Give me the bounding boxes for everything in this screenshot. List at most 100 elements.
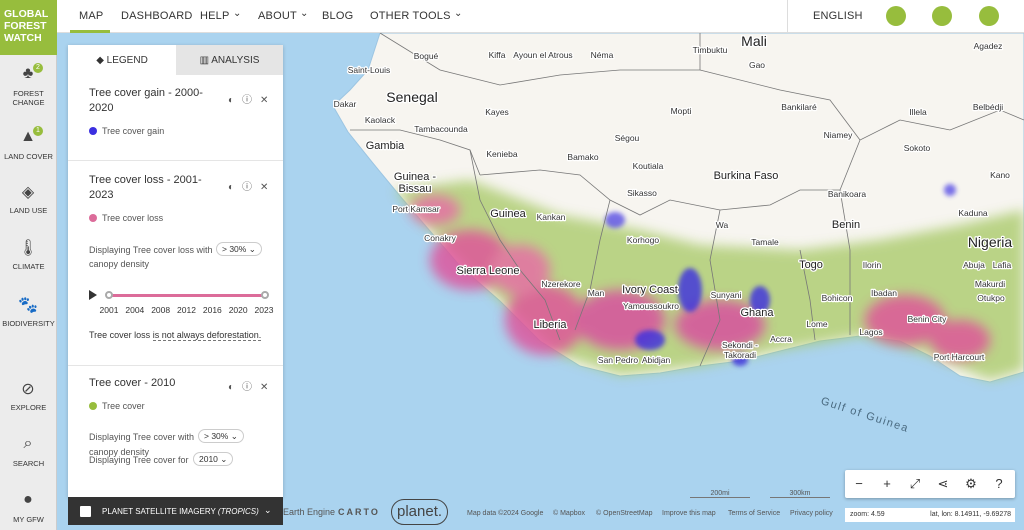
place-label: Ibadan bbox=[871, 288, 897, 298]
density-select[interactable]: > 30% ⌄ bbox=[198, 429, 244, 443]
analysis-tab[interactable]: ▥ ANALYSIS bbox=[176, 45, 283, 75]
sidebar-label[interactable]: FOREST CHANGE bbox=[12, 89, 45, 107]
expand[interactable]: ⌄ bbox=[264, 505, 272, 515]
planet-bar[interactable]: PLANET SATELLITE IMAGERY (TROPICS) ⌄ bbox=[68, 497, 283, 525]
legend-dot bbox=[89, 127, 97, 135]
logo-line: GLOBAL bbox=[4, 8, 49, 20]
divider bbox=[68, 365, 283, 366]
note-link[interactable]: is not always deforestation. bbox=[152, 330, 262, 341]
place-label: Accra bbox=[770, 334, 792, 344]
sidebar-icon[interactable]: ⊘ bbox=[21, 381, 35, 398]
sidebar-label[interactable]: LAND COVER bbox=[4, 152, 53, 161]
attribution[interactable]: Terms of Service bbox=[728, 510, 781, 517]
timeline-handle[interactable] bbox=[261, 291, 269, 299]
place-label: Kiffa bbox=[489, 50, 506, 60]
logo-earth-engine: Earth Engine bbox=[283, 507, 336, 517]
place-label: Bissau bbox=[398, 183, 431, 195]
place-label: Ghana bbox=[740, 307, 774, 319]
place-label: Korhogo bbox=[627, 235, 659, 245]
sidebar-icon[interactable]: ● bbox=[23, 491, 33, 508]
sidebar-icon[interactable]: ▲ bbox=[20, 128, 36, 145]
density-text: Displaying Tree cover with bbox=[89, 432, 195, 442]
place-label: Makurdi bbox=[975, 279, 1005, 289]
place-label: Niamey bbox=[824, 130, 854, 140]
attribution[interactable]: Privacy policy bbox=[790, 510, 833, 517]
layer-title: Tree cover - 2010 bbox=[89, 377, 176, 389]
sidebar-icon[interactable]: ◈ bbox=[21, 184, 35, 201]
sidebar-label[interactable]: SEARCH bbox=[12, 459, 45, 468]
layer-tools[interactable]: ◐ⓘ✕ bbox=[228, 182, 277, 193]
place-label: Banikoara bbox=[828, 189, 867, 199]
notifications[interactable] bbox=[932, 6, 952, 26]
timeline-year: 2004 bbox=[125, 305, 145, 315]
timeline-handle[interactable] bbox=[105, 291, 113, 299]
place-label: Yamoussoukro bbox=[623, 301, 679, 311]
place-label: Gambia bbox=[366, 140, 405, 152]
sidebar-icon[interactable]: 🌡 bbox=[18, 240, 39, 257]
account[interactable] bbox=[979, 6, 999, 26]
attribution: © Mapbox bbox=[553, 510, 586, 517]
sidebar-icon[interactable]: 🐾 bbox=[18, 297, 38, 314]
sidebar-icon[interactable]: ⌕ bbox=[23, 435, 33, 452]
legend-item: Tree cover loss bbox=[102, 213, 164, 223]
place-label: Kankan bbox=[537, 212, 566, 222]
map[interactable]: Mali Bogué Kiffa Ayoun el Atrous Néma Timbukt… bbox=[57, 33, 1024, 530]
place-label: Abidjan bbox=[642, 355, 671, 365]
layer-tools[interactable]: ◐ⓘ✕ bbox=[228, 95, 277, 106]
note-text: Tree cover loss bbox=[89, 330, 151, 340]
settings[interactable]: ⚙ bbox=[965, 476, 977, 491]
place-label: Illela bbox=[909, 107, 927, 117]
coords: lat, lon: 8.14911, -9.69278 bbox=[930, 511, 1011, 518]
legend-tab[interactable]: ◆ LEGEND bbox=[68, 45, 176, 75]
density-select[interactable]: > 30% ⌄ bbox=[216, 242, 262, 256]
place-label: Takoradi bbox=[724, 350, 756, 360]
legend-item: Tree cover gain bbox=[102, 126, 165, 136]
place-label: Timbuktu bbox=[693, 45, 728, 55]
place-label: Ivory Coast bbox=[622, 284, 678, 296]
fullscreen[interactable]: ⤢ bbox=[909, 476, 921, 491]
zoom-in[interactable]: + bbox=[883, 476, 891, 491]
place-label: Belbédji bbox=[973, 102, 1003, 112]
sidebar-label[interactable]: EXPLORE bbox=[10, 403, 47, 412]
nav-item[interactable]: BLOG bbox=[322, 10, 354, 22]
search-button[interactable] bbox=[886, 6, 906, 26]
borders bbox=[350, 33, 1024, 367]
place-label: Burkina Faso bbox=[714, 170, 779, 182]
place-label: Koutiala bbox=[633, 161, 664, 171]
nav-item[interactable]: DASHBOARD bbox=[121, 10, 193, 22]
language[interactable]: ENGLISH bbox=[813, 10, 863, 22]
zoom-out[interactable]: − bbox=[855, 476, 863, 491]
place-label: Sierra Leone bbox=[457, 265, 520, 277]
nav-item[interactable]: OTHER TOOLS bbox=[370, 10, 451, 22]
sidebar-label[interactable]: BIODIVERSITY bbox=[2, 319, 55, 328]
divider bbox=[68, 160, 283, 161]
place-label: Otukpo bbox=[977, 293, 1005, 303]
sidebar-label[interactable]: LAND USE bbox=[9, 206, 48, 215]
nav-item[interactable]: MAP bbox=[79, 10, 104, 22]
nav-item[interactable]: HELP bbox=[200, 10, 230, 22]
play-button[interactable] bbox=[89, 290, 97, 300]
status-bar: zoom: 4.59 lat, lon: 8.14911, -9.69278 bbox=[845, 508, 1015, 522]
place-label: Port Harcourt bbox=[934, 352, 985, 362]
logo[interactable]: GLOBAL FOREST WATCH bbox=[0, 0, 57, 55]
legend-panel: ◆ LEGEND ▥ ANALYSIS Tree cover gain - 20… bbox=[68, 45, 283, 497]
sidebar-icon[interactable]: ♣ bbox=[22, 65, 34, 82]
sidebar-label[interactable]: CLIMATE bbox=[12, 262, 45, 271]
place-label: Bamako bbox=[567, 152, 598, 162]
nav-item[interactable]: ABOUT bbox=[258, 10, 297, 22]
place-label: Ségou bbox=[615, 133, 640, 143]
year-select[interactable]: 2010 ⌄ bbox=[193, 452, 234, 466]
checkbox[interactable] bbox=[80, 506, 91, 517]
place-label: Man bbox=[588, 288, 605, 298]
density-text: canopy density bbox=[89, 447, 150, 457]
place-label: Senegal bbox=[386, 89, 437, 105]
scale-km: 300km bbox=[770, 490, 830, 498]
layer-tools[interactable]: ◐ⓘ✕ bbox=[228, 382, 277, 393]
attribution[interactable]: Improve this map bbox=[662, 510, 716, 517]
help[interactable]: ? bbox=[995, 476, 1003, 491]
share[interactable]: ⋖ bbox=[937, 476, 949, 491]
planet-label: PLANET SATELLITE IMAGERY (TROPICS) bbox=[102, 507, 259, 516]
place-label: Kano bbox=[990, 170, 1010, 180]
sidebar-label[interactable]: MY GFW bbox=[13, 515, 44, 524]
